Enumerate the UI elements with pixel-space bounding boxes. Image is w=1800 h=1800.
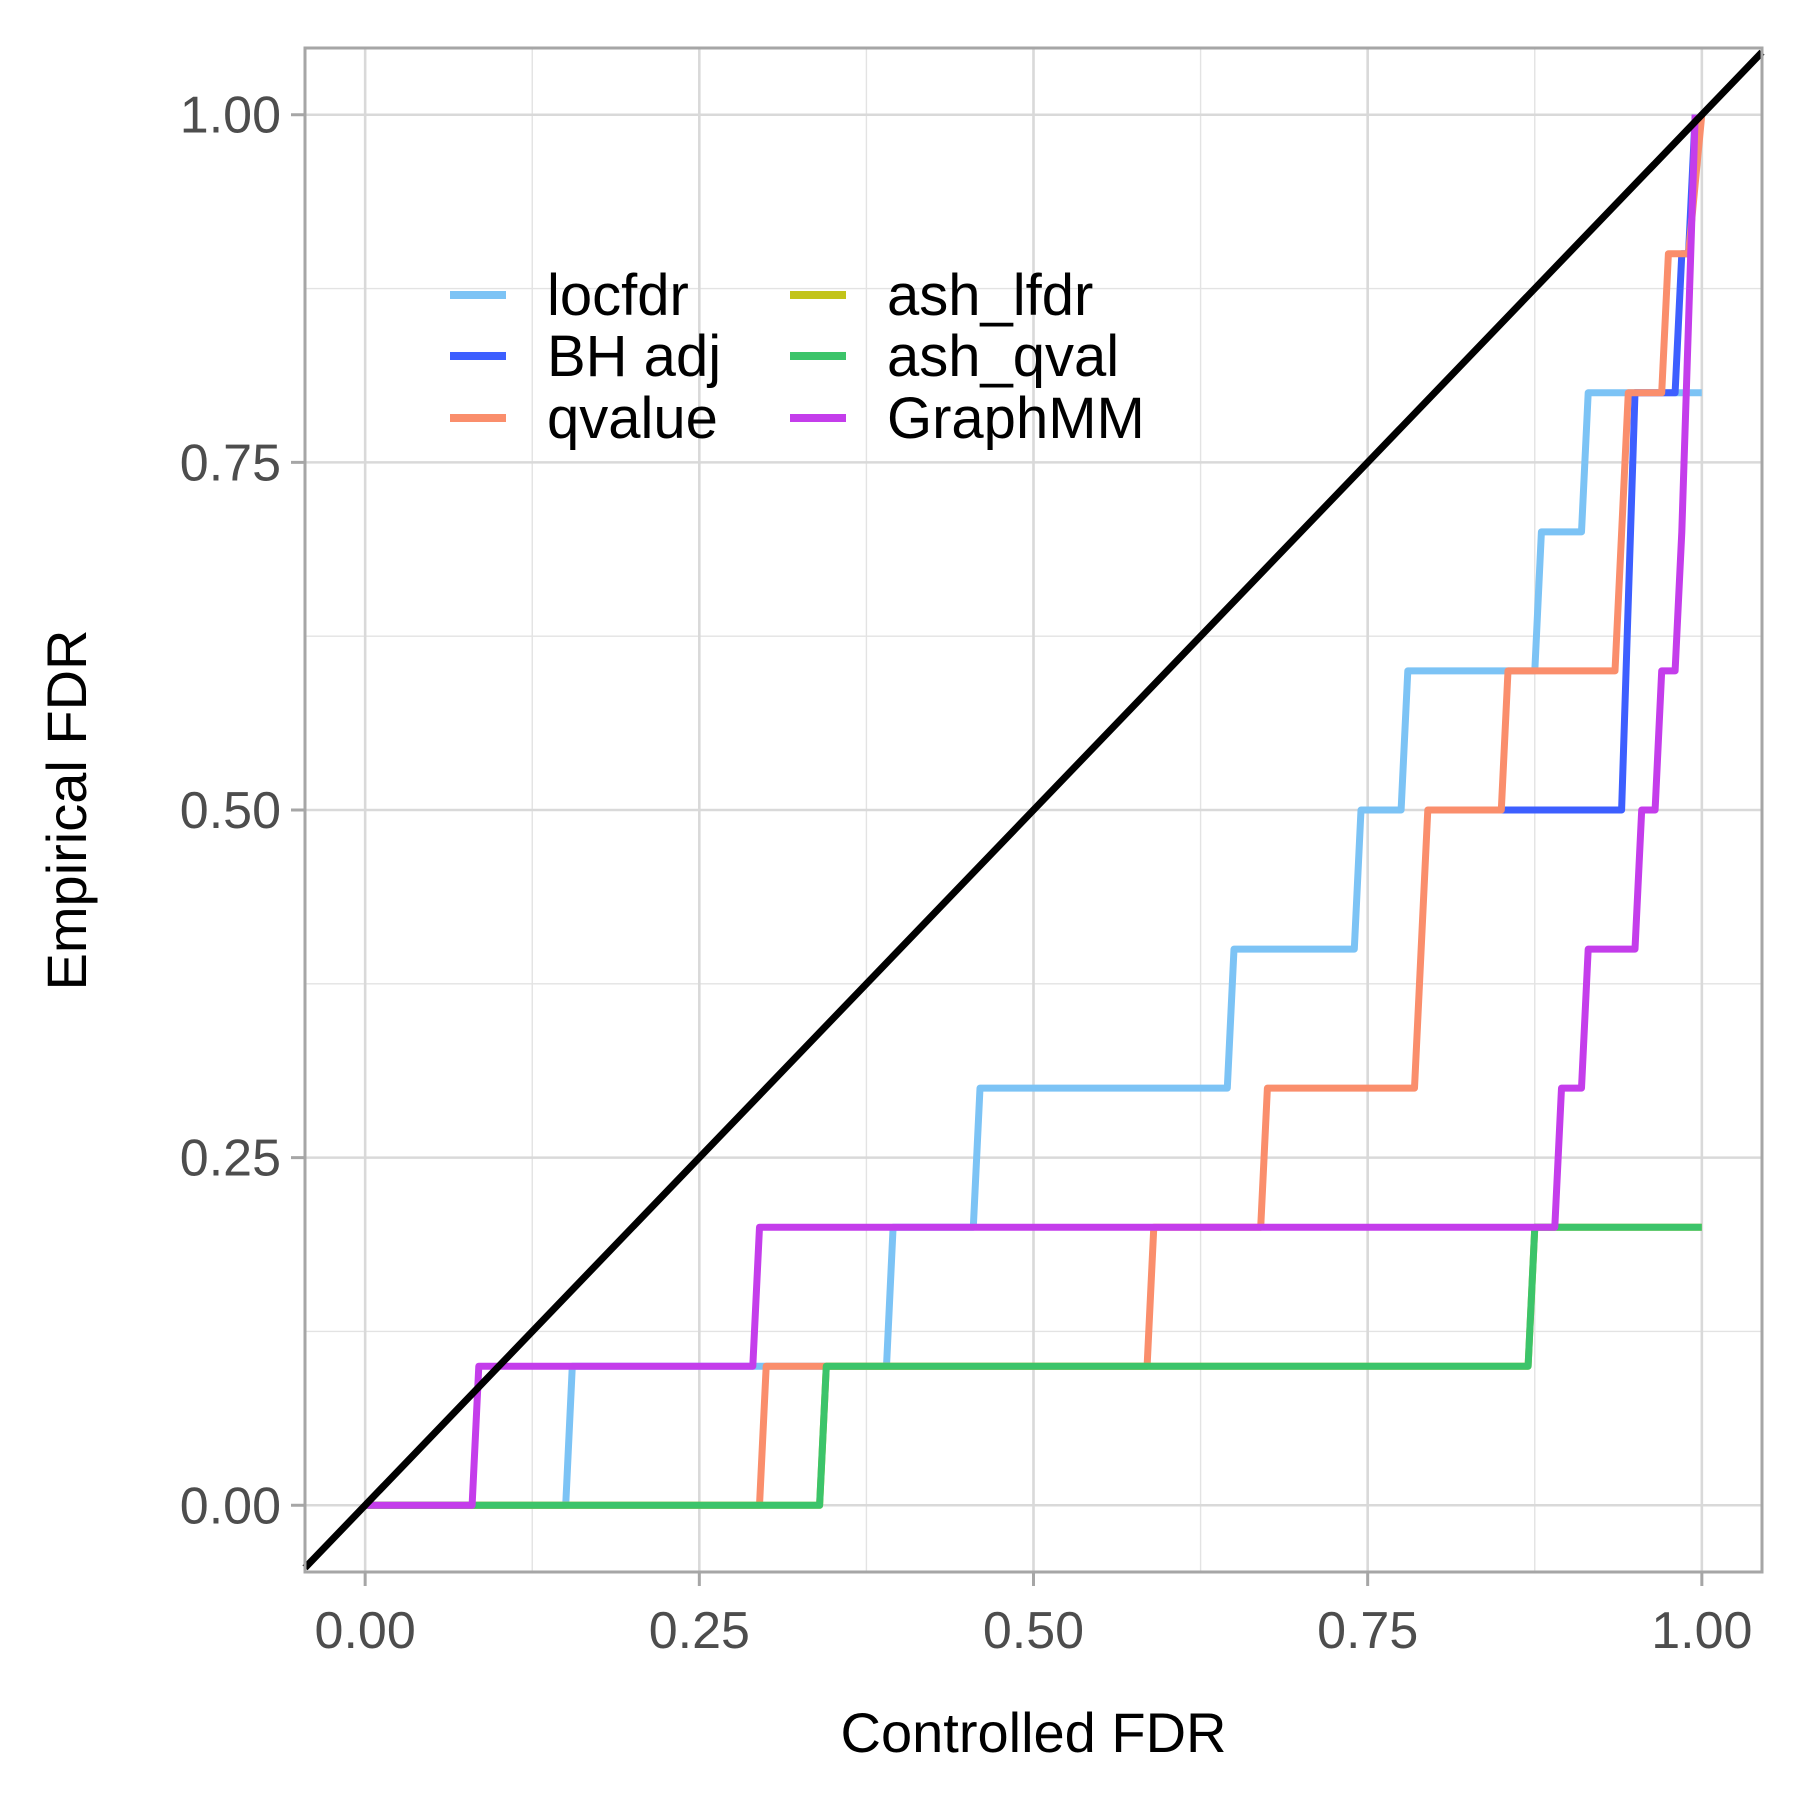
major-gridlines	[305, 48, 1762, 1572]
y-axis: 0.00 0.25 0.50 0.75 1.00	[180, 87, 305, 1535]
reference-layer	[302, 49, 1765, 1571]
legend-item: locfdr	[450, 263, 689, 328]
identity-reference-line	[302, 49, 1765, 1571]
legend-item: ash_lfdr	[790, 263, 1093, 328]
legend-label: ash_lfdr	[887, 263, 1093, 328]
x-axis: 0.00 0.25 0.50 0.75 1.00	[315, 1572, 1752, 1660]
y-tick-label: 0.50	[180, 782, 281, 840]
legend-label: qvalue	[547, 386, 718, 451]
legend-label: BH adj	[547, 324, 721, 389]
legend-label: GraphMM	[887, 386, 1145, 451]
x-tick-label: 0.00	[315, 1602, 416, 1660]
x-axis-title: Controlled FDR	[841, 1701, 1227, 1764]
legend-label: locfdr	[547, 263, 689, 328]
legend-item: qvalue	[450, 386, 718, 451]
x-tick-label: 1.00	[1651, 1602, 1752, 1660]
y-tick-label: 0.25	[180, 1130, 281, 1188]
x-tick-label: 0.50	[983, 1602, 1084, 1660]
y-tick-label: 1.00	[180, 87, 281, 145]
legend-item: ash_qval	[790, 324, 1119, 389]
x-tick-label: 0.25	[649, 1602, 750, 1660]
legend-label: ash_qval	[887, 324, 1119, 389]
series-line-graphmm	[365, 114, 1699, 1509]
y-axis-title: Empirical FDR	[35, 630, 98, 991]
y-tick-label: 0.00	[180, 1477, 281, 1535]
x-tick-label: 0.75	[1317, 1602, 1418, 1660]
y-tick-label: 0.75	[180, 434, 281, 492]
series-lines	[365, 114, 1706, 1509]
legend-item: GraphMM	[790, 386, 1145, 451]
legend-item: BH adj	[450, 324, 721, 389]
series-line-ash-qval	[365, 1223, 1702, 1509]
